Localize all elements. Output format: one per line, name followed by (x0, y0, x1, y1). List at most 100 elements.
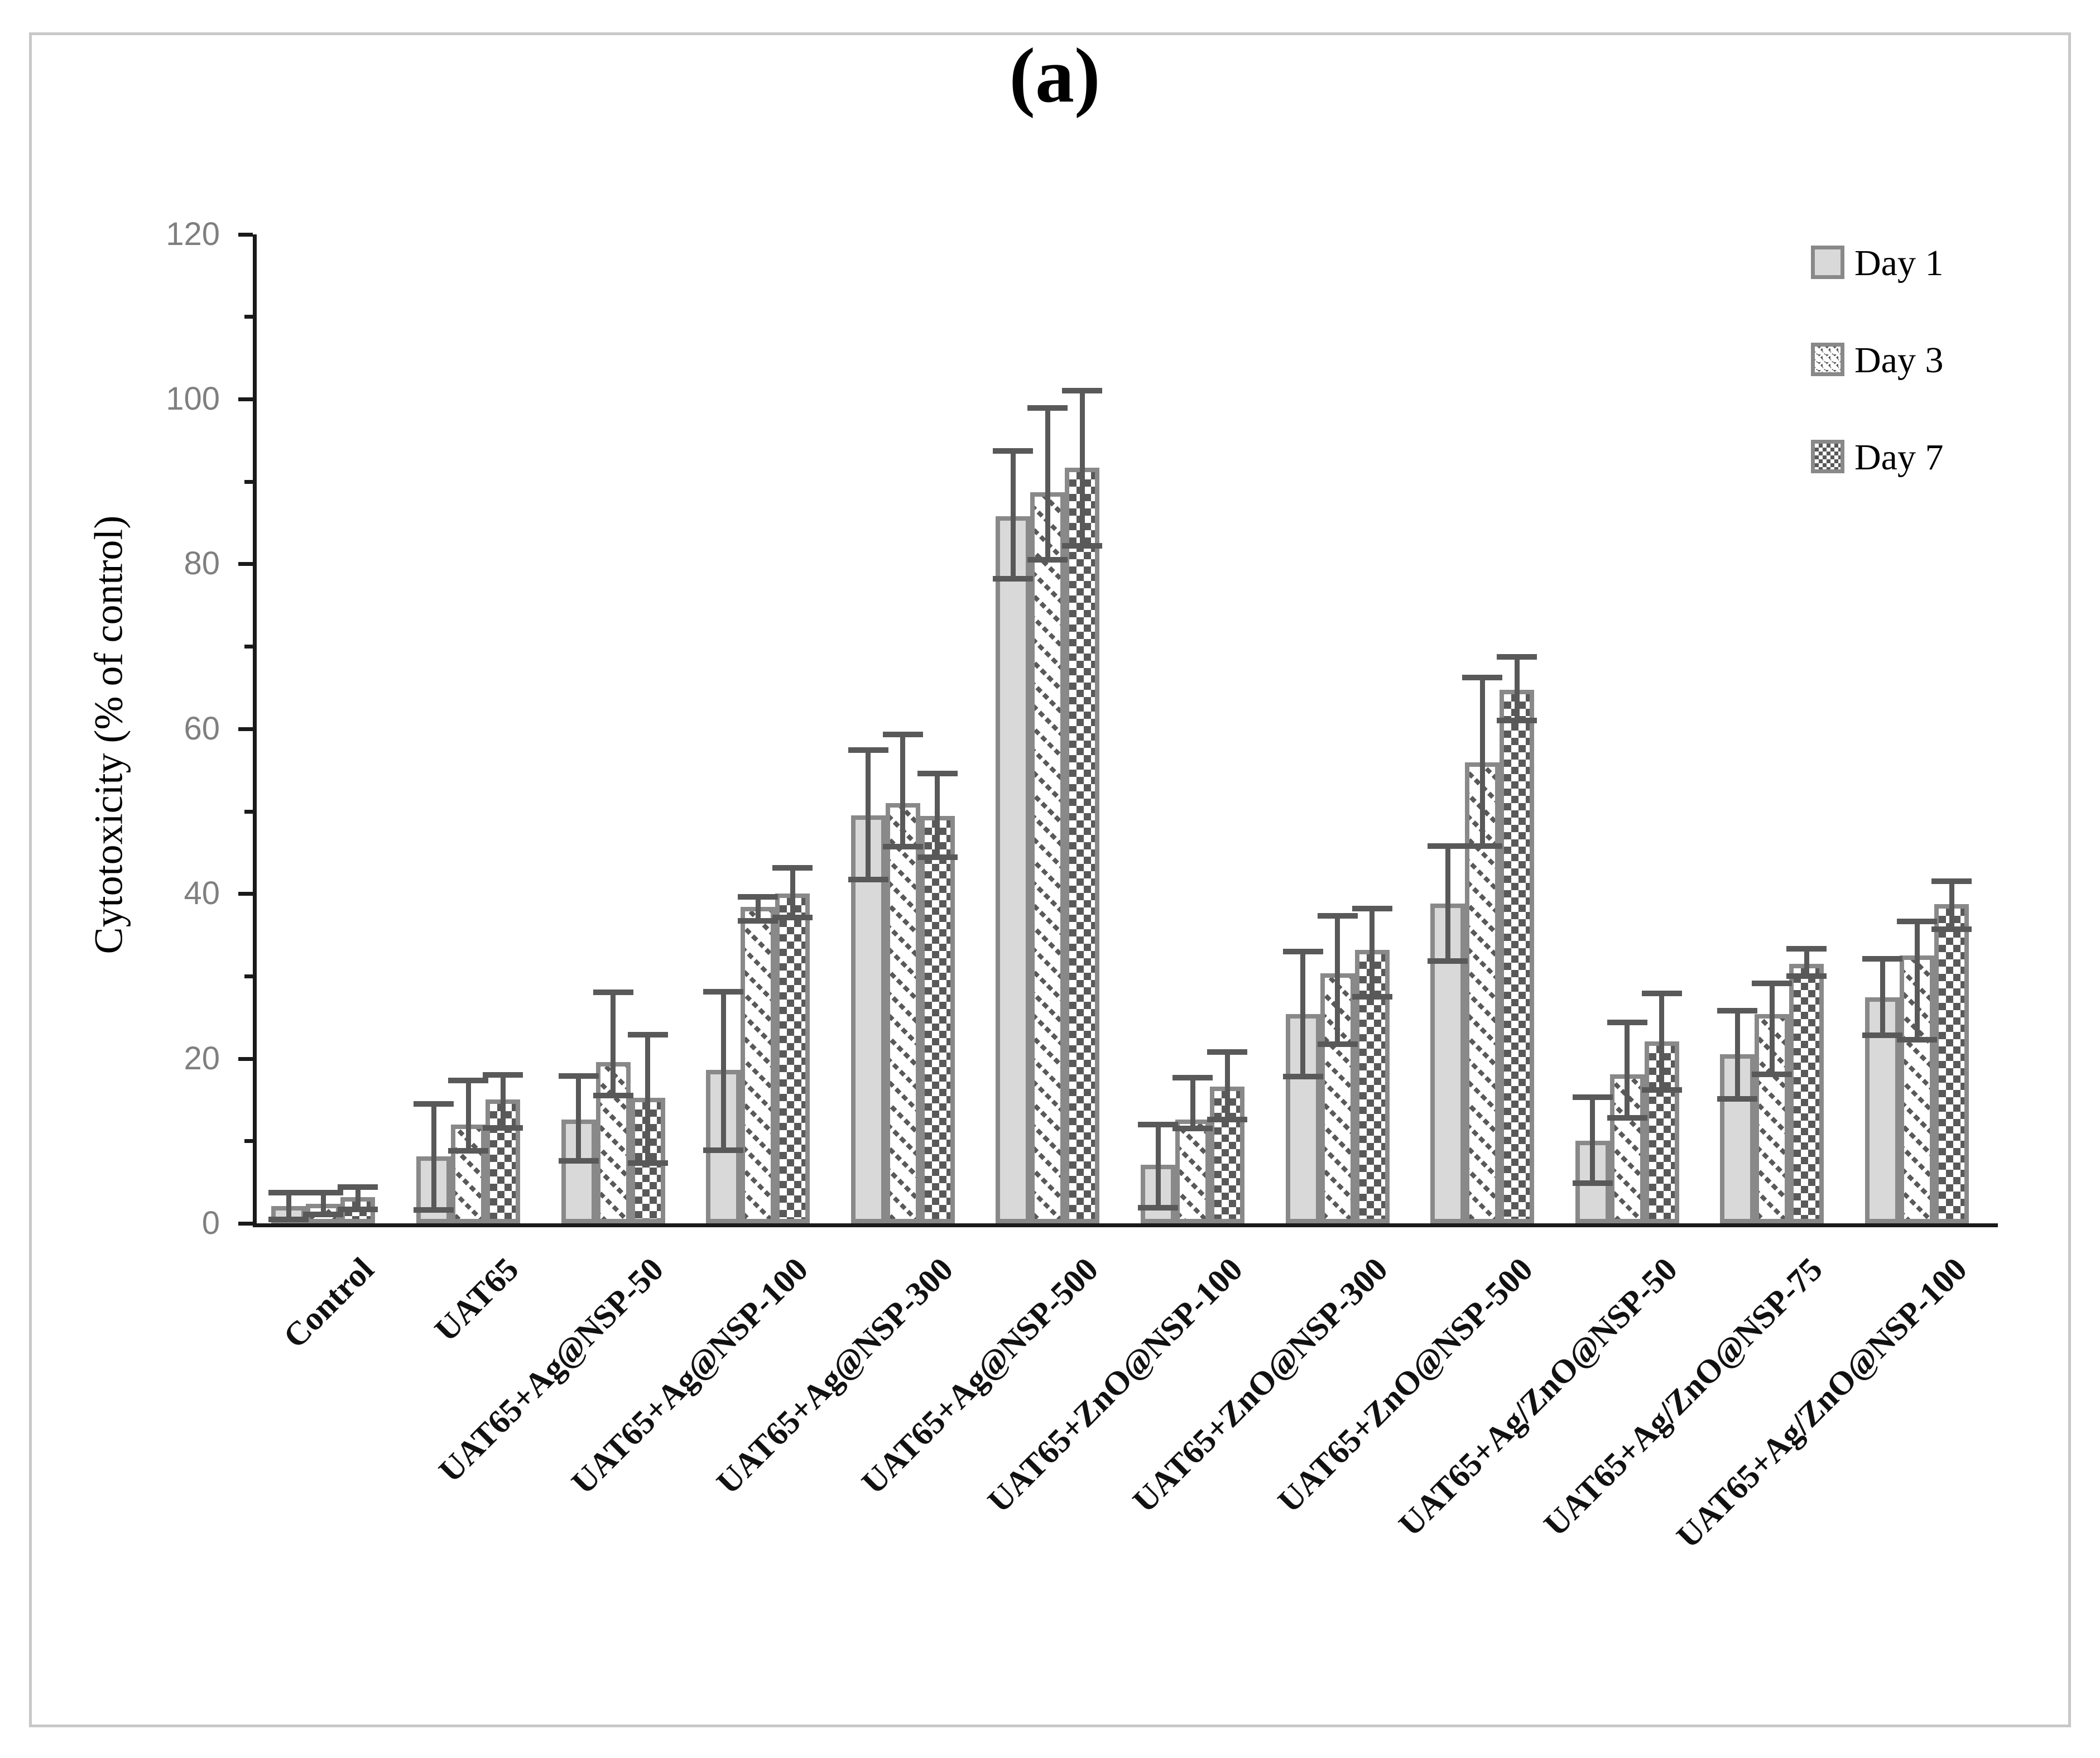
error-bar-cap-bottom (558, 1157, 599, 1164)
error-bar-line (320, 1193, 326, 1214)
legend-marker-day7 (1811, 440, 1844, 473)
error-bar-line (355, 1187, 361, 1209)
error-bar-cap-bottom (1317, 1041, 1358, 1048)
error-bar-cap-bottom (1282, 1074, 1323, 1080)
error-bar-cap-bottom (1027, 557, 1068, 563)
error-bar-cap-top (1027, 405, 1068, 411)
error-bar-line (1590, 1097, 1596, 1183)
y-minor-tick (244, 1139, 253, 1144)
error-bar-cap-top (993, 448, 1034, 454)
bar-day7 (775, 894, 810, 1223)
error-bar-cap-top (772, 865, 813, 871)
bar-day1 (996, 516, 1031, 1223)
error-bar-line (1155, 1124, 1161, 1208)
y-major-tick (238, 232, 253, 237)
y-tick-label: 20 (184, 1040, 220, 1077)
error-bar-cap-top (1207, 1049, 1247, 1055)
error-bar-cap-top (703, 988, 744, 995)
y-major-tick (238, 397, 253, 401)
error-bar-line (900, 734, 906, 847)
bar-day1 (850, 815, 886, 1223)
error-bar-cap-top (1786, 946, 1827, 952)
error-bar-cap-top (303, 1190, 344, 1196)
error-bar-cap-top (1931, 878, 1972, 885)
error-bar-line (1949, 881, 1954, 929)
figure-border (29, 32, 2071, 1727)
legend-marker-day1 (1811, 246, 1844, 279)
bar-day7 (920, 816, 955, 1223)
error-bar-cap-top (593, 990, 633, 996)
error-bar-cap-top (1062, 388, 1103, 394)
error-bar-line (1010, 451, 1016, 579)
error-bar-cap-top (917, 770, 958, 776)
error-bar-cap-bottom (338, 1206, 378, 1212)
error-bar-cap-bottom (1572, 1180, 1613, 1186)
error-bar-cap-bottom (1897, 1036, 1937, 1043)
bar-day3 (1175, 1119, 1210, 1223)
error-bar-cap-top (1897, 919, 1937, 925)
error-bar-cap-bottom (1717, 1096, 1758, 1102)
error-bar-cap-bottom (1352, 993, 1392, 1000)
error-bar-line (1335, 916, 1340, 1045)
error-bar-cap-top (1497, 654, 1537, 660)
error-bar-cap-top (848, 747, 888, 753)
error-bar-line (1659, 993, 1665, 1090)
y-major-tick (238, 892, 253, 896)
error-bar-line (1224, 1051, 1230, 1120)
error-bar-cap-top (268, 1190, 309, 1196)
error-bar-line (1445, 846, 1450, 962)
error-bar-line (1514, 657, 1520, 721)
bar-day3 (451, 1124, 486, 1223)
y-minor-tick (244, 645, 253, 649)
y-minor-tick (244, 479, 253, 484)
x-axis-line (253, 1223, 1998, 1227)
error-bar-cap-top (1352, 905, 1392, 911)
error-bar-cap-bottom (1462, 843, 1503, 849)
error-bar-cap-top (1317, 913, 1358, 919)
error-bar-cap-bottom (882, 844, 923, 849)
error-bar-cap-top (1462, 675, 1503, 681)
error-bar-line (286, 1193, 291, 1219)
error-bar-cap-bottom (1752, 1071, 1793, 1077)
error-bar-line (1804, 949, 1809, 976)
error-bar-line (866, 750, 871, 880)
error-bar-cap-bottom (772, 915, 813, 921)
error-bar-cap-bottom (1138, 1204, 1178, 1211)
bar-day7 (1789, 963, 1824, 1223)
y-major-tick (238, 1222, 253, 1226)
error-bar-line (645, 1034, 651, 1164)
chart-title: (a) (1009, 32, 1101, 119)
error-bar-cap-top (1572, 1094, 1613, 1101)
y-major-tick (238, 727, 253, 731)
error-bar-line (1734, 1010, 1740, 1099)
error-bar-cap-top (1172, 1074, 1213, 1080)
error-bar-cap-bottom (303, 1211, 344, 1217)
error-bar-cap-top (448, 1078, 488, 1084)
error-bar-cap-bottom (414, 1207, 454, 1213)
error-bar-cap-top (1862, 955, 1902, 962)
y-minor-tick (244, 974, 253, 978)
error-bar-cap-bottom (483, 1125, 523, 1131)
y-major-tick (238, 1056, 253, 1061)
error-bar-cap-bottom (448, 1148, 488, 1154)
y-tick-label: 80 (184, 545, 220, 582)
error-bar-cap-bottom (738, 918, 779, 924)
bar-day7 (1065, 467, 1100, 1223)
error-bar-line (755, 897, 761, 921)
error-bar-cap-top (1607, 1019, 1647, 1025)
error-bar-cap-bottom (593, 1093, 633, 1099)
legend-label: Day 7 (1854, 437, 1944, 478)
error-bar-line (720, 991, 726, 1150)
error-bar-cap-bottom (1607, 1115, 1647, 1121)
y-tick-label: 60 (184, 710, 220, 747)
error-bar-cap-top (1138, 1121, 1178, 1127)
error-bar-line (500, 1075, 506, 1128)
error-bar-cap-top (627, 1031, 668, 1037)
error-bar-line (1914, 921, 1920, 1040)
error-bar-cap-bottom (1207, 1116, 1247, 1122)
error-bar-cap-top (414, 1101, 454, 1107)
error-bar-cap-top (1752, 981, 1793, 987)
error-bar-line (1079, 391, 1085, 546)
bar-day7 (1934, 904, 1969, 1223)
error-bar-line (1769, 983, 1775, 1074)
